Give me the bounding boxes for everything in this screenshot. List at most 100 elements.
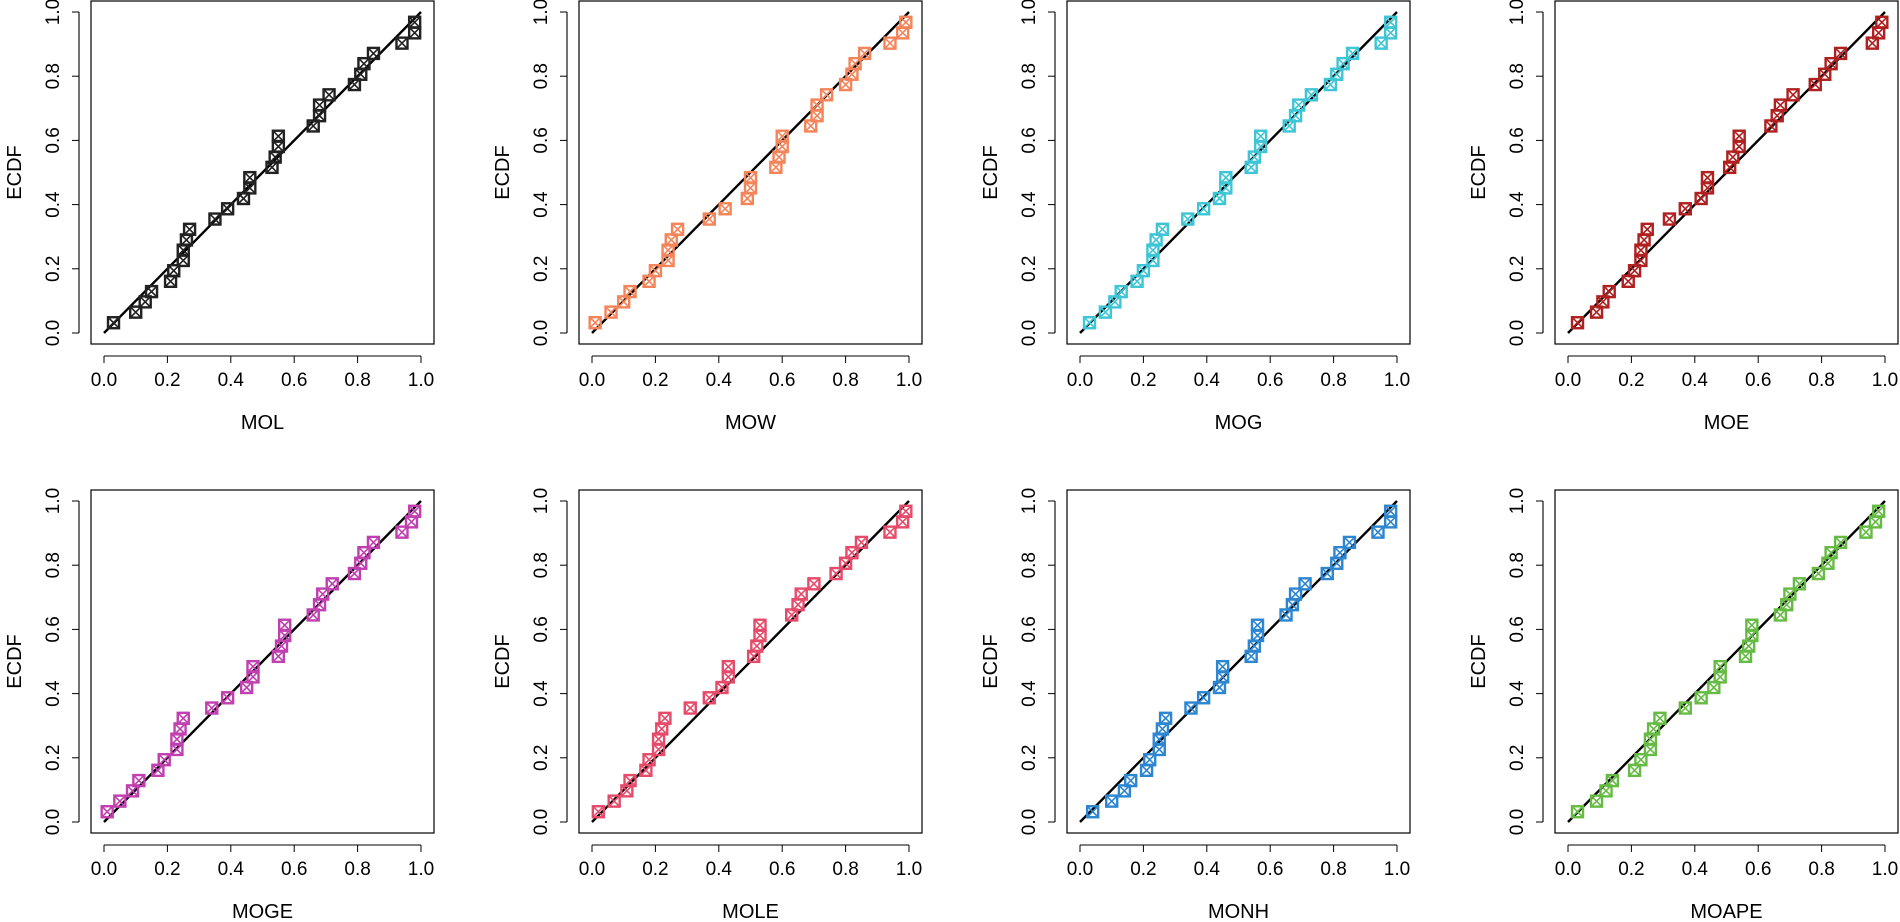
data-point — [1345, 46, 1360, 61]
data-point — [899, 15, 913, 29]
point-box — [683, 701, 697, 715]
x-tick-label: 1.0 — [896, 859, 922, 880]
point-cross — [1299, 577, 1312, 590]
point-box — [113, 794, 127, 808]
point-box — [1792, 577, 1807, 591]
data-point — [899, 504, 913, 518]
y-tick-label: 0.6 — [1507, 616, 1528, 642]
point-cross — [1647, 722, 1660, 735]
y-tick-label: 1.0 — [43, 0, 64, 25]
plot-frame — [578, 489, 923, 834]
y-axis-title: ECDF — [492, 145, 514, 199]
point-cross — [820, 88, 833, 101]
point-box — [157, 753, 171, 767]
point-box — [1336, 56, 1350, 71]
point-cross — [883, 526, 897, 539]
point-box — [845, 545, 859, 560]
point-box — [1342, 535, 1357, 550]
point-cross — [845, 68, 859, 81]
point-cross — [744, 171, 757, 184]
point-cross — [1793, 577, 1806, 590]
y-tick-label: 0.0 — [1507, 320, 1528, 346]
point-cross — [772, 151, 786, 164]
y-tick-label: 0.6 — [43, 616, 64, 642]
data-point — [683, 701, 697, 715]
data-point — [1139, 763, 1154, 778]
point-box — [1694, 691, 1708, 705]
point-box — [357, 56, 371, 71]
point-box — [1745, 618, 1759, 632]
y-tick-label: 0.8 — [1507, 552, 1528, 578]
x-axis-title: MOW — [725, 412, 776, 434]
y-tick-label: 0.8 — [1019, 63, 1040, 89]
y-axis-title: ECDF — [4, 634, 26, 688]
data-point — [325, 577, 339, 591]
point-box — [607, 794, 621, 808]
point-cross — [1818, 68, 1831, 81]
y-tick-label: 1.0 — [43, 488, 64, 514]
point-cross — [1679, 701, 1692, 715]
data-point — [1678, 202, 1692, 216]
point-box — [1570, 805, 1585, 819]
point-cross — [158, 753, 171, 766]
point-box — [1383, 504, 1398, 518]
data-point — [1181, 212, 1195, 226]
x-axis-title: MOE — [1704, 412, 1750, 434]
data-point — [1383, 515, 1398, 529]
point-box — [1678, 701, 1692, 715]
point-box — [1085, 805, 1100, 819]
data-point — [1085, 805, 1100, 819]
data-point — [277, 618, 292, 632]
point-box — [1859, 525, 1873, 539]
data-point — [163, 274, 178, 289]
point-cross — [791, 598, 805, 611]
data-point — [1700, 170, 1715, 185]
x-tick-label: 0.8 — [1320, 370, 1346, 391]
x-tick-label: 0.6 — [1745, 859, 1771, 880]
x-axis-title: MOL — [241, 412, 284, 434]
data-point — [1253, 129, 1268, 143]
data-point — [1383, 26, 1398, 40]
point-cross — [313, 598, 326, 611]
point-box — [167, 264, 181, 278]
point-box — [588, 316, 602, 330]
point-cross — [1181, 212, 1194, 226]
data-point — [366, 46, 381, 61]
y-tick-label: 0.4 — [1507, 191, 1528, 218]
point-cross — [1156, 223, 1169, 236]
point-box — [1773, 98, 1788, 112]
point-cross — [1197, 691, 1210, 704]
data-point — [753, 618, 767, 632]
x-tick-label: 0.6 — [1257, 370, 1283, 391]
point-box — [1871, 504, 1886, 518]
y-axis-title: ECDF — [1468, 145, 1490, 199]
data-point — [157, 753, 171, 767]
point-cross — [1289, 109, 1302, 122]
plot-frame — [90, 489, 435, 834]
point-box — [220, 691, 235, 705]
point-box — [1833, 46, 1848, 61]
point-cross — [1787, 88, 1800, 101]
data-point — [1589, 794, 1604, 808]
point-cross — [1159, 712, 1172, 725]
data-point — [1678, 701, 1692, 715]
point-cross — [1695, 691, 1708, 704]
x-tick-label: 1.0 — [1384, 859, 1410, 880]
point-cross — [205, 701, 218, 715]
reference-line — [103, 11, 422, 334]
y-tick-label: 0.2 — [1019, 745, 1040, 771]
point-box — [1700, 170, 1715, 185]
data-point — [1383, 504, 1398, 518]
data-point — [1124, 773, 1138, 788]
data-point — [182, 222, 197, 237]
point-box — [1124, 773, 1138, 788]
y-tick-label: 0.4 — [1019, 680, 1040, 707]
data-point — [366, 535, 381, 550]
data-point — [623, 284, 637, 299]
y-tick-label: 0.2 — [43, 745, 64, 771]
x-tick-label: 0.8 — [832, 859, 858, 880]
point-cross — [1745, 619, 1758, 632]
x-axis-title: MOAPE — [1690, 901, 1762, 922]
point-box — [1082, 316, 1097, 330]
point-cross — [1638, 233, 1651, 246]
